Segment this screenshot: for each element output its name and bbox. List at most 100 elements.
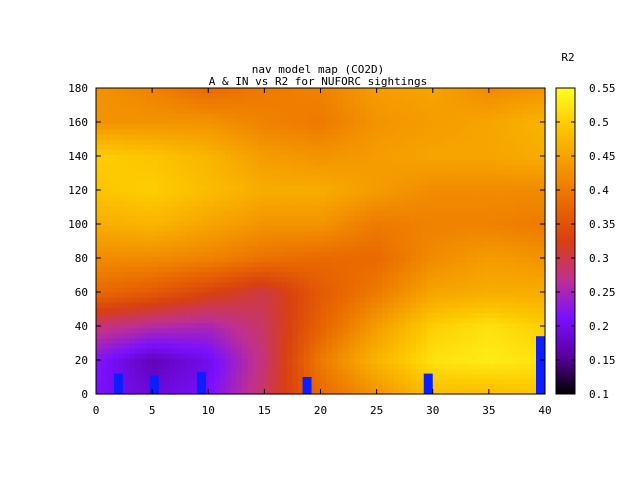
heatmap-cell: [421, 149, 428, 155]
heatmap-cell: [146, 128, 153, 135]
heatmap-cell: [258, 353, 265, 359]
heatmap-cell: [342, 205, 350, 211]
heatmap-cell: [365, 378, 372, 385]
heatmap-cell: [432, 343, 439, 349]
heatmap-cell: [225, 103, 232, 109]
heatmap-cell: [135, 276, 142, 283]
heatmap-cell: [180, 348, 187, 354]
heatmap-cell: [140, 149, 148, 155]
heatmap-cell: [421, 108, 428, 115]
heatmap-cell: [230, 215, 237, 222]
heatmap-cell: [455, 88, 462, 94]
heatmap-cell: [494, 184, 501, 191]
heatmap-cell: [168, 139, 176, 145]
heatmap-cell: [275, 276, 282, 283]
heatmap-cell: [488, 200, 496, 206]
heatmap-cell: [488, 103, 496, 109]
heatmap-cell: [281, 93, 288, 99]
heatmap-cell: [225, 169, 232, 176]
heatmap-cell: [472, 88, 479, 94]
heatmap-cell: [101, 292, 108, 298]
heatmap-cell: [269, 154, 277, 160]
heatmap-cell: [286, 139, 294, 145]
heatmap-cell: [146, 292, 153, 298]
heatmap-cell: [348, 276, 355, 283]
heatmap-cell: [208, 169, 215, 176]
heatmap-cell: [96, 159, 103, 166]
heatmap-cell: [365, 363, 372, 370]
heatmap-cell: [511, 93, 518, 99]
heatmap-cell: [382, 210, 389, 217]
heatmap-cell: [286, 246, 294, 252]
heatmap-cell: [337, 230, 344, 237]
heatmap-cell: [522, 118, 529, 125]
heatmap-cell: [298, 256, 305, 262]
heatmap-cell: [342, 363, 350, 370]
heatmap-cell: [292, 123, 299, 130]
heatmap-cell: [331, 317, 338, 324]
heatmap-cell: [269, 246, 277, 252]
heatmap-cell: [438, 235, 445, 242]
heatmap-cell: [180, 139, 187, 145]
heatmap-cell: [387, 190, 395, 196]
heatmap-cell: [124, 128, 131, 135]
heatmap-cell: [331, 144, 338, 150]
heatmap-cell: [281, 327, 288, 334]
heatmap-cell: [264, 200, 271, 206]
heatmap-cell: [528, 322, 535, 329]
heatmap-cell: [174, 246, 181, 252]
heatmap-cell: [140, 246, 148, 252]
heatmap-cell: [264, 266, 271, 273]
heatmap-cell: [472, 276, 479, 283]
heatmap-cell: [191, 378, 198, 385]
heatmap-cell: [208, 358, 215, 364]
heatmap-cell: [354, 241, 361, 247]
heatmap-cell: [410, 230, 417, 237]
heatmap-cell: [488, 149, 496, 155]
heatmap-cell: [140, 383, 148, 390]
heatmap-cell: [202, 322, 209, 329]
heatmap-cell: [528, 271, 535, 278]
heatmap-cell: [477, 322, 484, 329]
heatmap-cell: [202, 235, 209, 242]
heatmap-cell: [331, 292, 338, 298]
heatmap-cell: [247, 149, 254, 155]
heatmap-cell: [135, 266, 142, 273]
heatmap-cell: [393, 337, 400, 344]
heatmap-cell: [225, 128, 232, 135]
heatmap-cell: [191, 235, 198, 242]
heatmap-cell: [180, 88, 187, 94]
heatmap-cell: [494, 230, 501, 237]
heatmap-cell: [421, 103, 428, 109]
heatmap-cell: [331, 241, 338, 247]
heatmap-cell: [376, 149, 383, 155]
heatmap-cell: [129, 103, 136, 109]
heatmap-cell: [331, 322, 338, 329]
heatmap-cell: [309, 159, 316, 166]
heatmap-cell: [342, 139, 350, 145]
heatmap-cell: [309, 332, 316, 339]
heatmap-cell: [309, 383, 316, 390]
heatmap-cell: [342, 133, 350, 140]
heatmap-cell: [219, 98, 226, 104]
heatmap-cell: [404, 327, 411, 334]
heatmap-cell: [528, 312, 535, 319]
heatmap-cell: [152, 139, 159, 145]
heatmap-cell: [258, 164, 265, 171]
heatmap-cell: [410, 337, 417, 344]
heatmap-cell: [455, 383, 462, 390]
heatmap-cell: [236, 348, 243, 354]
heatmap-cell: [528, 93, 535, 99]
heatmap-cell: [365, 368, 372, 375]
heatmap-cell: [163, 159, 170, 166]
heatmap-cell: [477, 133, 484, 140]
heatmap-cell: [230, 200, 237, 206]
heatmap-cell: [185, 383, 193, 390]
colorbar-tick-label: 0.1: [589, 388, 609, 401]
heatmap-cell: [101, 307, 108, 313]
heatmap-cell: [197, 363, 204, 370]
heatmap-cell: [168, 256, 176, 262]
heatmap-cell: [230, 286, 237, 293]
heatmap-cell: [359, 179, 366, 186]
